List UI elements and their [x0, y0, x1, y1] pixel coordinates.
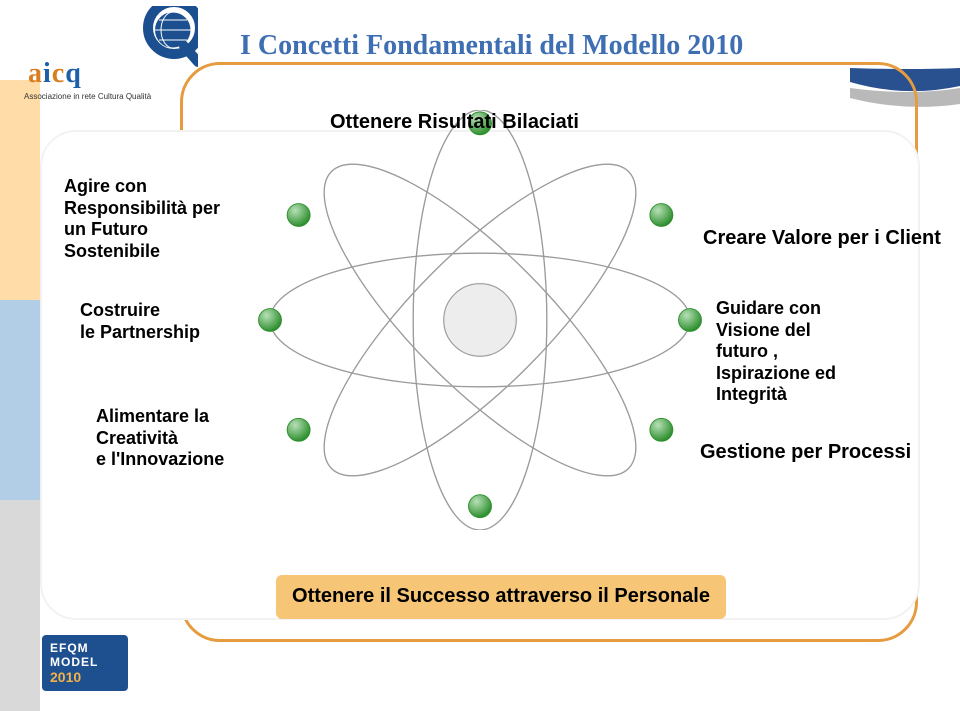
efqm-line3: 2010: [50, 669, 120, 685]
side-strip: [0, 0, 40, 711]
page-title: I Concetti Fondamentali del Modello 2010: [240, 30, 743, 62]
label-left-lower: Alimentare la Creatività e l'Innovazione: [96, 406, 224, 471]
concepts-atom-diagram: [240, 110, 720, 530]
bottom-banner: Ottenere il Successo attraverso il Perso…: [276, 575, 726, 619]
logo-letter-i: i: [43, 58, 52, 89]
label-top: Ottenere Risultati Bilaciati: [330, 110, 579, 134]
logo-letter-c: c: [52, 58, 65, 89]
label-right-upper: Creare Valore per i Client: [703, 226, 941, 250]
label-left-upper: Agire con Responsibilità per un Futuro S…: [64, 176, 220, 262]
efqm-line1: EFQM: [50, 641, 120, 655]
slide: aicq Associazione in rete Cultura Qualit…: [0, 0, 960, 711]
logo-subtitle: Associazione in rete Cultura Qualità: [24, 92, 151, 101]
globe-icon: [128, 6, 198, 76]
aicq-logo: aicq Associazione in rete Cultura Qualit…: [28, 10, 198, 100]
label-left-mid: Costruire le Partnership: [80, 300, 200, 343]
logo-letter-q: q: [65, 58, 82, 89]
logo-letter-a: a: [28, 58, 43, 89]
label-right-lower: Gestione per Processi: [700, 440, 911, 464]
efqm-line2: MODEL: [50, 655, 120, 669]
efqm-badge: EFQM MODEL 2010: [42, 635, 128, 691]
label-right-mid: Guidare con Visione del futuro , Ispiraz…: [716, 298, 836, 406]
